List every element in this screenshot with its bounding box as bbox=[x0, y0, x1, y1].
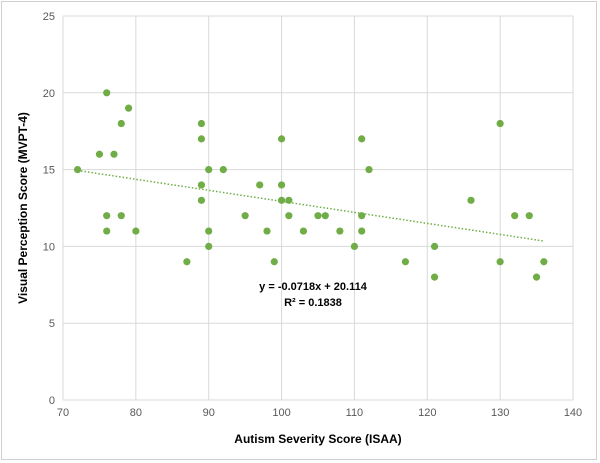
data-point bbox=[117, 212, 125, 220]
data-point bbox=[241, 212, 249, 220]
y-tick-label: 20 bbox=[43, 88, 55, 100]
data-point bbox=[532, 273, 541, 281]
data-point bbox=[336, 227, 344, 235]
data-point bbox=[73, 166, 82, 174]
data-point bbox=[358, 227, 366, 235]
data-point bbox=[350, 242, 359, 250]
data-points bbox=[73, 89, 548, 281]
data-point bbox=[285, 196, 293, 204]
x-tick-label: 110 bbox=[346, 407, 364, 419]
x-tick-label: 130 bbox=[491, 407, 509, 419]
trendline bbox=[77, 169, 544, 242]
data-point bbox=[511, 212, 519, 220]
data-point bbox=[183, 258, 191, 266]
data-point bbox=[430, 273, 439, 281]
data-point bbox=[256, 181, 264, 189]
data-point bbox=[197, 196, 206, 204]
data-point bbox=[263, 227, 271, 235]
data-point bbox=[103, 212, 111, 220]
x-tick-label: 80 bbox=[130, 407, 142, 419]
trendline-equation: y = -0.0718x + 20.114 bbox=[259, 281, 368, 293]
data-point bbox=[95, 150, 104, 158]
y-tick-label: 5 bbox=[49, 318, 55, 330]
y-tick-label: 0 bbox=[49, 395, 55, 407]
data-point bbox=[299, 227, 308, 235]
data-point bbox=[540, 258, 548, 266]
x-tick-label: 90 bbox=[203, 407, 215, 419]
data-point bbox=[270, 258, 278, 266]
data-point bbox=[496, 119, 504, 128]
data-point bbox=[132, 227, 140, 235]
data-point bbox=[285, 212, 293, 220]
r-squared-label: R² = 0.1838 bbox=[284, 297, 342, 309]
data-point bbox=[496, 258, 504, 266]
data-point bbox=[277, 196, 286, 204]
data-point bbox=[205, 242, 213, 250]
y-tick-label: 10 bbox=[43, 241, 55, 253]
data-point bbox=[430, 242, 439, 250]
data-point bbox=[277, 135, 286, 143]
data-point bbox=[197, 119, 206, 128]
data-point bbox=[401, 258, 410, 266]
x-axis-title: Autism Severity Score (ISAA) bbox=[234, 432, 401, 446]
data-point bbox=[205, 227, 213, 235]
y-axis-title: Visual Perception Score (MVPT-4) bbox=[16, 112, 30, 304]
x-tick-label: 70 bbox=[57, 407, 69, 419]
data-point bbox=[124, 104, 133, 112]
data-point bbox=[205, 166, 213, 174]
tick-labels: 0 5 10 15 20 25 70 80 90 100 110 120 130 140 bbox=[43, 11, 582, 419]
data-point bbox=[103, 89, 111, 97]
data-point bbox=[219, 166, 227, 174]
data-point bbox=[117, 119, 125, 128]
data-point bbox=[314, 212, 322, 220]
data-point bbox=[467, 196, 475, 204]
data-point bbox=[277, 181, 286, 189]
x-tick-label: 120 bbox=[418, 407, 436, 419]
y-tick-label: 25 bbox=[43, 11, 55, 23]
data-point bbox=[321, 212, 329, 220]
data-point bbox=[358, 212, 366, 220]
data-point bbox=[358, 135, 366, 143]
x-tick-label: 140 bbox=[564, 407, 582, 419]
data-point bbox=[110, 150, 118, 158]
y-tick-label: 15 bbox=[43, 165, 55, 177]
gridlines bbox=[62, 15, 574, 401]
data-point bbox=[525, 212, 533, 220]
data-point bbox=[197, 135, 206, 143]
data-point bbox=[103, 227, 111, 235]
data-point bbox=[365, 166, 373, 174]
data-point bbox=[197, 181, 206, 189]
x-tick-label: 100 bbox=[272, 407, 290, 419]
